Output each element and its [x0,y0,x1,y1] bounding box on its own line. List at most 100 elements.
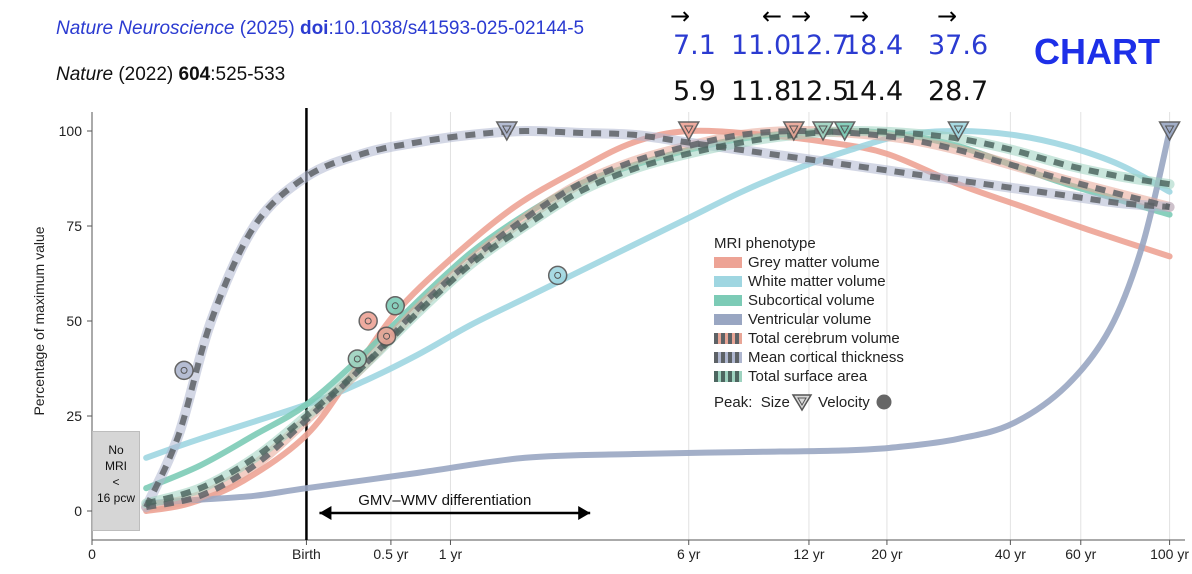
series-bands [141,125,1175,514]
no-mri-line: No [108,443,124,457]
x-tick-label: 12 yr [793,546,824,562]
x-tick-label: Birth [292,546,321,562]
size-peak-marker [833,121,856,142]
x-tick-label: 0 [88,546,96,562]
arrow-right-icon: → [670,2,691,30]
x-tick-label: 60 yr [1065,546,1096,562]
peak-markers [174,121,1181,381]
x-tick-label: 1 yr [439,546,463,562]
peak-velocity-label: Velocity [818,393,870,411]
size-peak-marker-inner [839,125,850,135]
peak-value-2025: 37.6 [928,30,989,61]
peak-label: Peak: [714,393,753,411]
velocity-peak-marker-inner [364,317,372,325]
peak-value-2022: 5.9 [673,76,716,107]
annotation-label: GMV–WMV differentiation [358,492,531,509]
size-peak-marker-inner [788,125,799,135]
size-peak-marker-inner [1164,125,1175,135]
velocity-peak-marker-inner [180,366,188,374]
journal-name: Nature [56,64,114,85]
size-peak-marker [495,121,519,142]
peak-value-2022: 11.8 [731,76,792,107]
triangle-icon [791,394,813,412]
legend-item: White matter volume [714,272,904,291]
citation-pages: :525-533 [210,64,286,85]
peak-value-2022: 14.4 [843,76,904,107]
legend: MRI phenotype Grey matter volume White ma… [714,233,904,412]
legend-title: MRI phenotype [714,234,816,252]
x-tick-label: 6 yr [677,546,701,562]
peak-value-2025: 7.1 [673,30,716,61]
peak-value-2025: 12.7 [789,30,850,61]
legend-label: Ventricular volume [748,311,872,328]
citation-2022: Nature (2022) 604:525-533 [56,64,285,86]
y-tick-label: 25 [66,408,82,424]
series-lines [143,127,1171,511]
legend-swatch [714,333,742,344]
velocity-peak-marker [547,265,568,286]
y-tick-label: 75 [66,218,82,234]
doi-value: :10.1038/s41593-025-02144-5 [328,18,585,39]
legend-swatch [714,371,742,382]
axes: 0 25 50 75 100 0 Birth 0.5 yr 1 yr 6 yr 12 yr 20 yr… [31,108,1189,562]
size-peak-marker [1158,121,1181,142]
legend-label: Subcortical volume [748,292,875,309]
x-tick-label: 100 yr [1150,546,1189,562]
series-line-ventricular [143,128,1173,507]
series-band-surface-area [141,125,1175,509]
no-mri-box: No MRI < 16 pcw [92,431,140,531]
arrow-right-icon: → [937,2,958,30]
x-tick-label: 0.5 yr [373,546,408,562]
citation-year: (2022) [118,64,174,85]
velocity-peak-marker [347,349,368,369]
legend-label: Total surface area [748,368,868,385]
chart-label: CHART [1034,31,1160,72]
legend-label: Total cerebrum volume [748,330,900,347]
size-peak-marker [677,121,701,142]
legend-swatch [714,257,742,268]
peak-value-2025: 18.4 [843,30,904,61]
velocity-peak-marker-inner [383,332,391,340]
no-mri-line: < [112,475,120,489]
peak-value-2025: 11.0 [731,30,792,61]
arrow-left-icon: ← [761,2,782,30]
y-tick-label: 50 [66,313,82,329]
legend-swatch [714,276,742,287]
legend-label: White matter volume [748,273,886,290]
y-tick-label: 0 [74,503,82,519]
legend-label: Mean cortical thickness [748,349,904,366]
velocity-peak-marker-inner [391,302,399,310]
legend-item: Ventricular volume [714,310,904,329]
legend-item: Grey matter volume [714,253,904,272]
legend-swatch [714,352,742,363]
velocity-peak-marker [385,296,405,316]
size-peak-marker [782,121,806,142]
velocity-peak-marker [174,360,194,381]
peak-value-2022: 12.5 [789,76,850,107]
series-line-white-matter [143,127,1173,461]
no-mri-line: 16 pcw [96,491,136,505]
legend-item: Mean cortical thickness [714,348,904,367]
size-peak-marker-inner [818,125,828,135]
citation-volume: 604 [178,64,211,85]
legend-item: Subcortical volume [714,291,904,310]
velocity-peak-marker-inner [554,271,562,279]
series-line-grey-matter [143,127,1173,514]
peak-size-label: Size [760,393,790,411]
arrow-right-icon: → [849,2,870,30]
series-line-cortical-thickness [143,127,1170,509]
journal-name: Nature Neuroscience [56,18,235,39]
arrow-right-icon: → [791,2,812,30]
size-peak-marker [947,121,970,142]
doi-label: doi [299,18,329,39]
velocity-peak-marker-inner [353,355,361,363]
x-tick-label: 40 yr [995,546,1026,562]
size-peak-marker-inner [953,125,964,135]
x-tick-label: 20 yr [871,546,902,562]
citation-year: (2025) [239,18,295,39]
size-peak-marker-inner [501,125,512,135]
circle-icon [876,394,892,410]
annotation: GMV–WMV differentiation [319,492,591,520]
legend-item: Total cerebrum volume [714,329,904,348]
